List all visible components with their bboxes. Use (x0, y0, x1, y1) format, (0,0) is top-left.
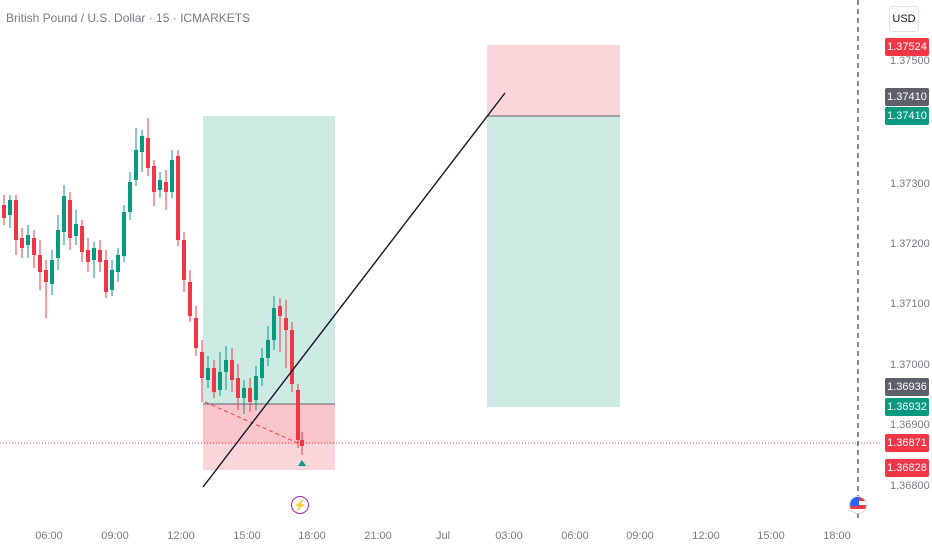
time-label: 09:00 (101, 530, 129, 542)
price-tick: 1.37100 (890, 298, 930, 310)
candle-body (2, 205, 6, 218)
candle-body (218, 372, 222, 390)
candle-body (14, 200, 18, 240)
time-label: 18:00 (823, 530, 851, 542)
long-target-zone[interactable] (487, 116, 620, 407)
price-badge-short-gray: 1.36936 (885, 378, 929, 396)
price-badge-entry-green: 1.37410 (885, 107, 929, 125)
price-tick: 1.36800 (890, 480, 930, 492)
candle-body (278, 306, 282, 316)
lightning-icon[interactable]: ⚡ (291, 496, 309, 514)
candle-body (86, 250, 90, 262)
candle-body (254, 376, 258, 400)
time-label: Jul (435, 530, 451, 542)
candle-body (134, 150, 138, 180)
candle-body (266, 340, 270, 358)
price-badge-short-green: 1.36932 (885, 398, 929, 416)
candle-body (32, 238, 36, 255)
candle-body (116, 255, 120, 272)
candle-body (92, 248, 96, 260)
candle-body (224, 360, 228, 372)
candle-body (56, 230, 60, 258)
chart-pane[interactable]: British Pound / U.S. Dollar · 15 · ICMAR… (0, 0, 880, 518)
position-entry-highlight (203, 404, 335, 444)
price-tick: 1.37200 (890, 238, 930, 250)
chart-title: British Pound / U.S. Dollar · 15 · ICMAR… (6, 11, 251, 25)
candle-body (248, 388, 252, 402)
candle-body (20, 238, 24, 248)
candle-body (26, 235, 30, 245)
time-label: 18:00 (298, 530, 326, 542)
candle-body (110, 270, 114, 290)
candle-body (230, 360, 234, 380)
time-label: 03:00 (495, 530, 523, 542)
time-label: 15:00 (757, 530, 785, 542)
time-label: 21:00 (364, 530, 392, 542)
candle-body (296, 390, 300, 440)
price-tick: 1.37300 (890, 178, 930, 190)
candle-body (200, 352, 204, 378)
candle-body (170, 160, 174, 192)
currency-button[interactable]: USD (889, 6, 919, 32)
long-stop-zone[interactable] (487, 45, 620, 116)
candle-body (74, 224, 78, 236)
time-label: 12:00 (692, 530, 720, 542)
price-badge-stop-short: 1.36828 (885, 459, 929, 477)
candle-body (188, 282, 192, 316)
time-label: 09:00 (626, 530, 654, 542)
candle-body (146, 138, 150, 168)
position-target-zone[interactable] (203, 116, 335, 404)
price-tick: 1.37500 (890, 55, 930, 67)
candle-body (122, 212, 126, 256)
candle-body (98, 250, 102, 262)
candle-body (272, 308, 276, 340)
candle-body (290, 330, 294, 384)
time-label: 06:00 (561, 530, 589, 542)
candle-body (158, 180, 162, 190)
candle-body (236, 378, 240, 398)
candle-body (38, 255, 42, 272)
chart-canvas[interactable] (0, 0, 880, 518)
candle-body (140, 136, 144, 152)
price-tick: 1.37000 (890, 359, 930, 371)
candle-body (206, 368, 210, 380)
time-label: 15:00 (233, 530, 261, 542)
candle-body (50, 260, 54, 284)
time-axis[interactable]: 06:00 09:00 12:00 15:00 18:00 21:00 Jul … (0, 518, 880, 550)
candle-body (300, 440, 304, 446)
candle-body (62, 196, 66, 232)
price-badge-last-price: 1.36871 (885, 434, 929, 452)
candle-body (44, 270, 48, 282)
us-flag-icon[interactable] (849, 496, 867, 514)
candlestick-series (2, 118, 304, 455)
candle-body (284, 318, 288, 330)
trade-marker-icon (298, 460, 306, 466)
candle-body (242, 388, 246, 398)
price-badge-entry-gray: 1.37410 (885, 88, 929, 106)
candle-body (176, 156, 180, 240)
time-label: 06:00 (35, 530, 63, 542)
time-label: 12:00 (167, 530, 195, 542)
candle-body (128, 182, 132, 212)
candle-body (212, 368, 216, 392)
price-badge-stop-long: 1.37524 (885, 38, 929, 56)
candle-body (182, 240, 186, 280)
candle-body (68, 200, 72, 238)
price-tick: 1.36900 (890, 419, 930, 431)
candle-body (164, 182, 168, 192)
candle-body (260, 358, 264, 378)
candle-body (8, 200, 12, 215)
candle-body (194, 318, 198, 348)
candle-body (104, 260, 108, 292)
trend-line[interactable] (202, 92, 506, 488)
candle-body (152, 166, 156, 192)
candle-body (80, 226, 84, 252)
